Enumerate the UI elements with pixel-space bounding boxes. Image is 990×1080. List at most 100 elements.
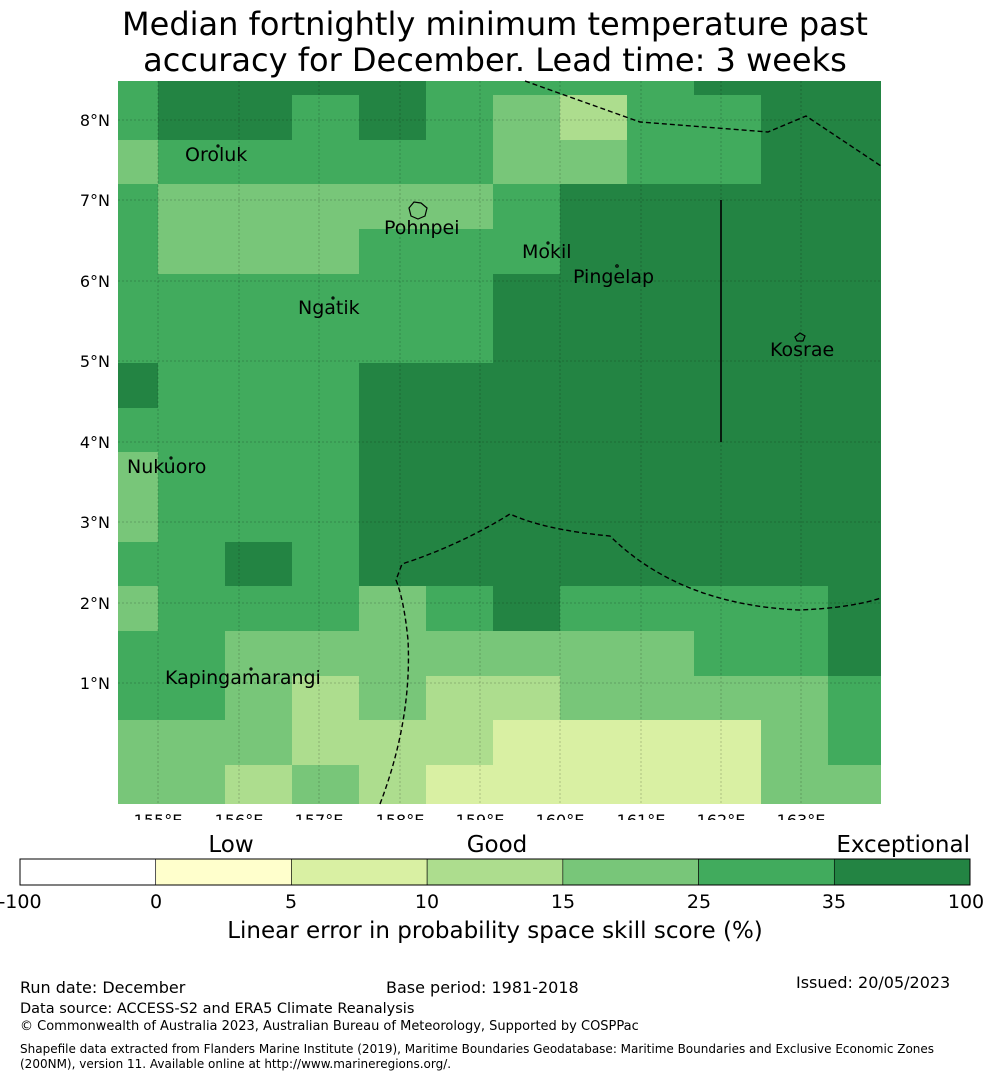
grid-cell bbox=[694, 676, 761, 720]
grid-cell bbox=[761, 676, 828, 720]
grid-cell bbox=[828, 229, 881, 274]
grid-cell bbox=[694, 81, 761, 95]
grid-cell bbox=[560, 542, 627, 586]
chart-title: Median fortnightly minimum temperature p… bbox=[0, 6, 990, 78]
grid-cell bbox=[560, 95, 627, 140]
grid-cell bbox=[761, 95, 828, 140]
copyright: © Commonwealth of Australia 2023, Austra… bbox=[20, 1019, 639, 1034]
grid-cell bbox=[560, 720, 627, 765]
grid-cell bbox=[426, 274, 493, 318]
grid-cell bbox=[118, 452, 158, 497]
grid-cell bbox=[828, 631, 881, 676]
grid-cell bbox=[694, 184, 761, 229]
grid-cell bbox=[118, 81, 158, 95]
grid-cell bbox=[359, 542, 426, 586]
skill-grid bbox=[118, 81, 881, 804]
grid-cell bbox=[828, 542, 881, 586]
grid-cell bbox=[560, 274, 627, 318]
x-tick-158e: 158°E bbox=[376, 811, 425, 820]
grid-cell bbox=[158, 81, 225, 95]
grid-cell bbox=[560, 452, 627, 497]
grid-cell bbox=[426, 586, 493, 631]
grid-cell bbox=[359, 631, 426, 676]
colorbar-tick-6: 35 bbox=[822, 891, 846, 913]
grid-cell bbox=[560, 497, 627, 542]
colorbar-swatch bbox=[19, 858, 157, 886]
grid-cell bbox=[694, 720, 761, 765]
grid-cell bbox=[560, 81, 627, 95]
mokil-island-icon bbox=[546, 241, 550, 245]
grid-cell bbox=[225, 408, 292, 452]
nukuoro-island-icon bbox=[169, 456, 173, 460]
grid-cell bbox=[694, 140, 761, 184]
grid-cell bbox=[493, 95, 560, 140]
grid-cell bbox=[627, 497, 694, 542]
grid-cell bbox=[694, 452, 761, 497]
grid-cell bbox=[493, 229, 560, 274]
x-tick-163e: 163°E bbox=[777, 811, 826, 820]
grid-cell bbox=[828, 274, 881, 318]
colorbar-swatches bbox=[19, 858, 971, 886]
grid-cell bbox=[493, 676, 560, 720]
grid-cell bbox=[694, 95, 761, 140]
grid-cell bbox=[694, 542, 761, 586]
grid-cell bbox=[292, 542, 359, 586]
grid-cell bbox=[627, 676, 694, 720]
colorbar-swatch bbox=[562, 858, 699, 886]
colorbar-frame bbox=[19, 858, 971, 886]
colorbar-tick-5: 25 bbox=[687, 891, 711, 913]
grid-cell bbox=[292, 676, 359, 720]
grid-cell bbox=[158, 274, 225, 318]
y-tick-3n: 3°N bbox=[80, 513, 110, 532]
grid-cell bbox=[761, 318, 828, 363]
grid-cell bbox=[158, 318, 225, 363]
grid-cell bbox=[627, 542, 694, 586]
grid-cell bbox=[627, 229, 694, 274]
grid-cell bbox=[158, 363, 225, 408]
grid-cell bbox=[225, 676, 292, 720]
colorbar-title: Linear error in probability space skill … bbox=[227, 918, 763, 944]
colorbar-tick-4: 15 bbox=[551, 891, 575, 913]
grid-cell bbox=[225, 81, 292, 95]
grid-cell bbox=[118, 720, 158, 765]
grid-cell bbox=[627, 408, 694, 452]
grid-cell bbox=[292, 586, 359, 631]
islands bbox=[169, 144, 806, 671]
grid-cell bbox=[292, 631, 359, 676]
grid-cell bbox=[560, 676, 627, 720]
x-tick-161e: 161°E bbox=[617, 811, 666, 820]
grid-cell bbox=[761, 497, 828, 542]
colorbar-swatch bbox=[426, 858, 564, 886]
grid-cell bbox=[828, 720, 881, 765]
place-label-mokil: Mokil bbox=[522, 241, 572, 263]
grid-cell bbox=[118, 676, 158, 720]
grid-cell bbox=[359, 497, 426, 542]
grid-cell bbox=[627, 363, 694, 408]
grid-cell bbox=[761, 81, 828, 95]
colorbar-tick-7: 100 bbox=[948, 891, 984, 913]
grid-cell bbox=[118, 586, 158, 631]
grid-cell bbox=[426, 184, 493, 229]
grid-cell bbox=[426, 363, 493, 408]
x-tick-162e: 162°E bbox=[697, 811, 746, 820]
colorbar-category-good: Good bbox=[467, 832, 528, 858]
grid-cell bbox=[828, 408, 881, 452]
grid-cell bbox=[761, 184, 828, 229]
grid-cell bbox=[158, 408, 225, 452]
grid-cell bbox=[493, 765, 560, 804]
y-tick-8n: 8°N bbox=[80, 111, 110, 130]
grid-cell bbox=[761, 408, 828, 452]
y-tick-2n: 2°N bbox=[80, 594, 110, 613]
grid-cell bbox=[426, 229, 493, 274]
grid-cell bbox=[560, 408, 627, 452]
ngatik-island-icon bbox=[331, 296, 335, 300]
grid-cell bbox=[359, 765, 426, 804]
grid-cell bbox=[158, 542, 225, 586]
grid-cell bbox=[694, 408, 761, 452]
x-tick-156e: 156°E bbox=[215, 811, 264, 820]
gridlines bbox=[118, 81, 881, 804]
grid-cell bbox=[694, 274, 761, 318]
grid-cell bbox=[493, 363, 560, 408]
title-line-1: Median fortnightly minimum temperature p… bbox=[122, 5, 868, 43]
place-label-oroluk: Oroluk bbox=[185, 144, 247, 166]
